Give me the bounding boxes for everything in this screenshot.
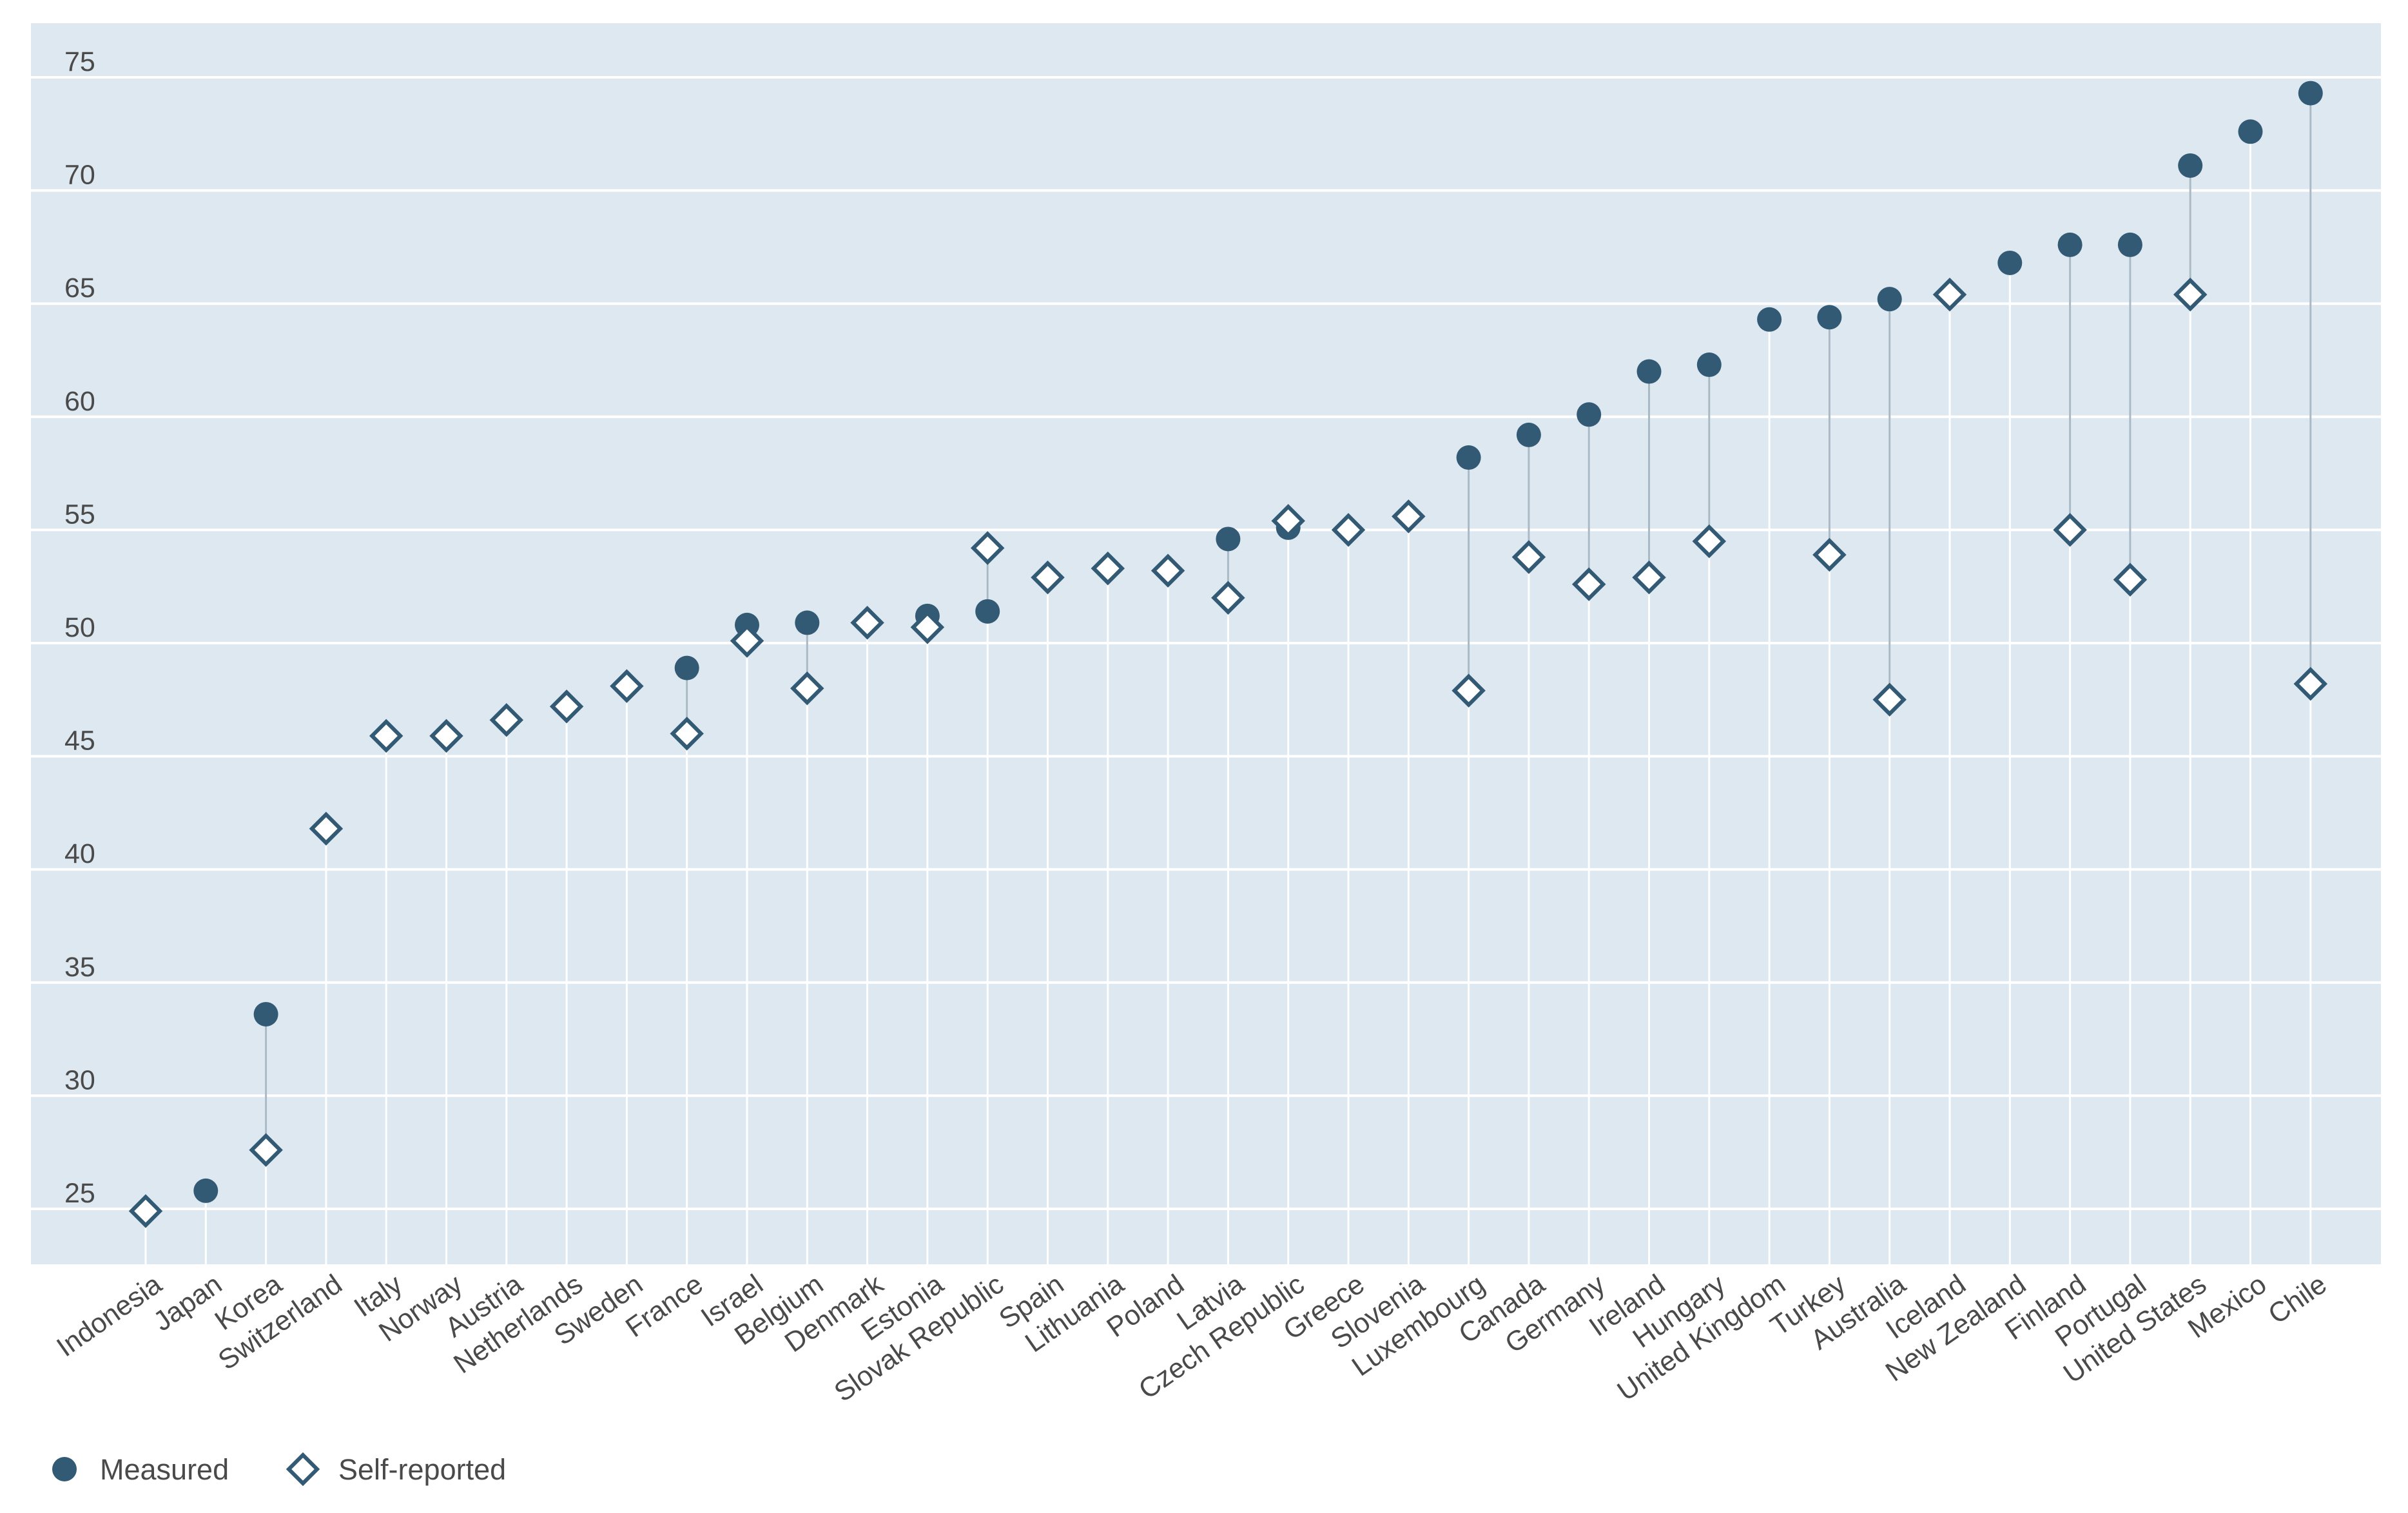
self-reported-point [1932, 277, 1967, 312]
self-reported-point [309, 811, 344, 846]
measured-point [1696, 352, 1722, 378]
self-reported-point [850, 606, 884, 640]
measured-point [975, 599, 1000, 624]
self-reported-point [670, 717, 704, 751]
measured-point [1877, 287, 1902, 312]
legend-measured-marker [52, 1457, 77, 1481]
measured-point [1636, 359, 1662, 384]
self-reported-point [489, 703, 524, 737]
self-reported-point [1872, 682, 1907, 717]
category-label: Japan [148, 1269, 228, 1338]
legend-self-reported-label: Self-reported [338, 1453, 506, 1486]
y-tick-label: 40 [64, 838, 95, 869]
self-reported-point [610, 669, 644, 703]
measured-point [2298, 81, 2323, 106]
self-reported-point [1271, 504, 1305, 538]
self-reported-point [2293, 666, 2328, 701]
y-tick-label: 50 [64, 612, 95, 643]
y-tick-label: 35 [64, 952, 95, 983]
self-reported-point [790, 671, 824, 706]
self-reported-point [1091, 551, 1125, 586]
y-tick-label: 55 [64, 499, 95, 530]
category-label: Chile [2263, 1269, 2333, 1331]
self-reported-point [2173, 277, 2208, 312]
self-reported-point [429, 718, 463, 753]
self-reported-point [2113, 563, 2148, 597]
self-reported-point [1632, 560, 1666, 595]
self-reported-point [128, 1194, 163, 1228]
measured-point [1516, 422, 1541, 447]
measured-point [795, 610, 820, 635]
self-reported-point [1031, 560, 1065, 595]
y-axis-ticks: 25 30 35 40 45 50 55 60 65 70 75 [64, 46, 95, 1209]
measured-point [2057, 232, 2083, 257]
measured-point [1817, 305, 1842, 330]
y-tick-label: 25 [64, 1178, 95, 1209]
y-tick-label: 70 [64, 160, 95, 191]
self-reported-point [910, 610, 945, 644]
y-tick-label: 65 [64, 273, 95, 304]
measured-point [2117, 232, 2142, 257]
measured-point [1757, 307, 1782, 332]
y-tick-label: 60 [64, 386, 95, 417]
y-tick-label: 30 [64, 1065, 95, 1095]
self-reported-point [249, 1133, 283, 1167]
self-reported-point [730, 624, 764, 658]
self-reported-point [1392, 499, 1426, 534]
gridlines [31, 76, 2381, 1210]
measured-point [674, 655, 699, 680]
self-reported-point [1812, 537, 1847, 572]
legend: Measured Self-reported [52, 1452, 506, 1487]
self-reported-point [1511, 540, 1546, 574]
self-reported-point [2053, 513, 2087, 547]
self-reported-point [1452, 673, 1486, 708]
self-reported-point [549, 689, 584, 724]
y-tick-label: 45 [64, 726, 95, 756]
connectors [265, 93, 2312, 1150]
legend-measured-label: Measured [100, 1453, 229, 1486]
measured-point [1216, 526, 1241, 552]
self-reported-point [369, 718, 403, 753]
self-reported-point [1211, 581, 1245, 615]
data-markers [128, 81, 2328, 1228]
measured-point [2178, 153, 2203, 178]
legend-self-reported-marker [286, 1452, 320, 1487]
self-reported-point [970, 531, 1005, 565]
self-reported-point [1571, 567, 1606, 601]
measured-point [1997, 250, 2023, 275]
measured-point [2238, 119, 2263, 144]
y-tick-label: 75 [64, 46, 95, 77]
measured-point [253, 1001, 278, 1026]
measured-point [193, 1178, 218, 1203]
self-reported-point [1692, 524, 1727, 559]
self-reported-point [1151, 554, 1185, 588]
measured-point [1456, 445, 1481, 470]
self-reported-point [1331, 513, 1366, 547]
measured-point [1577, 402, 1602, 427]
